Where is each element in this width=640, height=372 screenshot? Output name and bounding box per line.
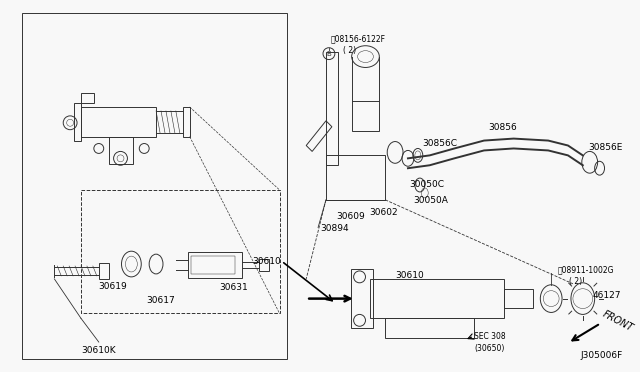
Text: 30602: 30602 (369, 208, 398, 217)
Text: 30617: 30617 (146, 296, 175, 305)
Text: FRONT: FRONT (600, 309, 635, 334)
Text: Ⓜ08911-1002G: Ⓜ08911-1002G (558, 265, 614, 274)
Text: 30856: 30856 (488, 123, 516, 132)
Text: B: B (326, 51, 332, 57)
Bar (22, 13, 287, 359)
Text: 30610: 30610 (253, 257, 282, 266)
Text: ( 2): ( 2) (569, 277, 582, 286)
Bar (81, 190, 280, 314)
Text: 30894: 30894 (320, 224, 349, 232)
Text: 30856E: 30856E (589, 142, 623, 151)
Text: 30610K: 30610K (81, 346, 116, 355)
Text: SEC 308: SEC 308 (474, 332, 506, 341)
Text: J305006F: J305006F (580, 351, 622, 360)
Text: 30050C: 30050C (409, 180, 444, 189)
Text: Ⓓ08156-6122F: Ⓓ08156-6122F (331, 34, 386, 43)
Text: 30609: 30609 (336, 212, 365, 221)
Text: 30856C: 30856C (423, 139, 458, 148)
Text: ( 2): ( 2) (343, 46, 356, 55)
Text: 30050A: 30050A (413, 196, 448, 205)
Text: 46127: 46127 (593, 291, 621, 300)
Text: 30631: 30631 (220, 283, 248, 292)
Text: (30650): (30650) (474, 344, 504, 353)
Text: 30610: 30610 (396, 271, 424, 280)
Text: 30619: 30619 (99, 282, 127, 291)
